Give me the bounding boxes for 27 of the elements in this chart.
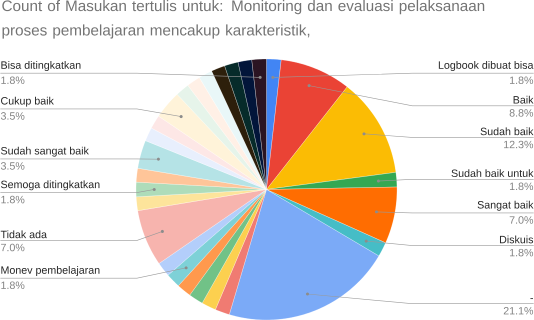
data-label: 3.5% <box>0 112 24 120</box>
data-label: 1.8% <box>1 196 24 204</box>
data-label: 1.8% <box>1 281 24 289</box>
data-label: 1.8% <box>510 248 534 256</box>
slice-label: Monev pembelajaran <box>1 266 100 276</box>
data-label: 1.8% <box>510 76 534 84</box>
slice-label: Sudah baik <box>480 127 534 136</box>
slice-label: Bisa ditingkatkan <box>1 60 80 71</box>
data-label: 21.1% <box>504 306 534 314</box>
data-label: 1.8% <box>510 182 534 190</box>
data-label: 1.8% <box>1 76 24 84</box>
slice-label: Tidak ada <box>0 230 47 238</box>
slice-label: Baik <box>514 96 534 104</box>
data-label: 7.0% <box>1 244 24 252</box>
slice-label: Sangat baik <box>478 200 534 211</box>
data-label: 8.8% <box>510 109 534 117</box>
data-label: 7.0% <box>510 216 534 224</box>
data-label: 3.5% <box>0 162 24 170</box>
slice-label: Diskuis <box>500 235 534 244</box>
slice-label: Logbook dibuat bisa <box>438 60 534 71</box>
slice-label: - <box>530 298 534 299</box>
data-label: 12.3% <box>504 140 534 148</box>
slice-label: Semoga ditingkatkan <box>1 180 100 190</box>
slice-label: Sudah baik untuk <box>452 169 534 177</box>
slice-label: Sudah sangat baik <box>1 146 89 157</box>
chart-title: Count of Masukan tertulis untuk: Monitoring dan evaluasi pelaksanaan proses pembelajaran mencakup karakteristik, <box>2 0 484 38</box>
slice-label: Cukup baik <box>1 96 54 107</box>
